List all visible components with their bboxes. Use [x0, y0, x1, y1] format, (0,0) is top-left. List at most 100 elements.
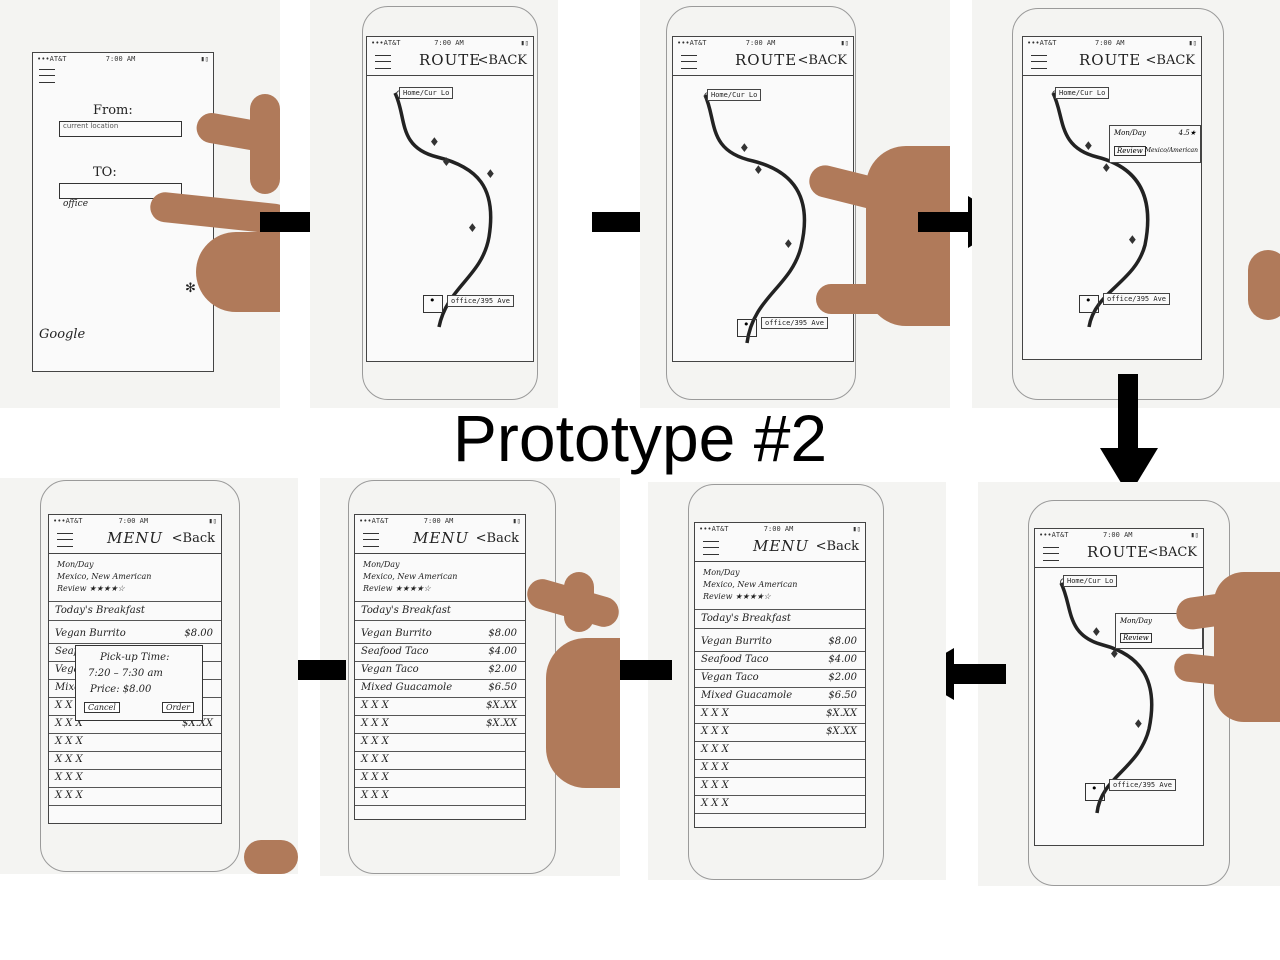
hamburger-menu-icon[interactable] — [39, 69, 55, 83]
time-label: 7:00 AM — [118, 517, 149, 525]
menu-item[interactable]: Vegan Burrito $8.00 — [49, 625, 221, 644]
menu-item[interactable]: X X X $X.XX — [355, 715, 525, 734]
panel-8-order-popup: •••AT&T 7:00 AM ▮▯ MENU <Back Mon/Day Me… — [0, 478, 298, 874]
phone-screen: •••AT&T 7:00 AM ▮▯ ROUTE <BACK ⊙ ♦ ♦ ♦ H… — [1022, 36, 1202, 360]
route-path — [703, 94, 807, 344]
menu-item[interactable]: Vegan Taco $2.00 — [355, 661, 525, 680]
settings-icon[interactable]: ✻ — [185, 281, 196, 296]
menu-item[interactable]: Seafood Taco $4.00 — [695, 651, 865, 670]
to-suggestion[interactable]: office — [63, 199, 89, 209]
to-input[interactable] — [59, 183, 182, 199]
back-button[interactable]: <BACK — [797, 53, 848, 68]
google-logo: Google — [39, 327, 86, 342]
menu-item[interactable]: X X X — [695, 759, 865, 778]
restaurant-cuisine: Mexico, New American — [57, 572, 152, 581]
restaurant-review: Review ★★★★☆ — [363, 584, 431, 593]
menu-item[interactable]: X X X — [355, 769, 525, 788]
phone-outline — [362, 6, 538, 400]
status-bar: •••AT&T 7:00 AM ▮▯ — [359, 517, 521, 527]
menu-item[interactable]: X X X $X.XX — [355, 697, 525, 716]
nav-bar: MENU <Back — [49, 527, 221, 554]
from-input[interactable]: current location — [59, 121, 182, 137]
map-pin-icon: ♦ — [1109, 647, 1120, 661]
menu-item[interactable]: X X X $X.XX — [49, 715, 221, 734]
status-bar: •••AT&T 7:00 AM ▮▯ — [371, 39, 529, 49]
menu-item[interactable]: X X X — [695, 777, 865, 796]
map-pin-icon: ♦ — [1133, 717, 1144, 731]
hamburger-menu-icon[interactable] — [1031, 55, 1047, 69]
hamburger-menu-icon[interactable] — [363, 533, 379, 547]
menu-item[interactable]: Mixed Guacamole $6.50 — [355, 679, 525, 698]
nav-title: ROUTE — [419, 51, 482, 69]
menu-item[interactable]: X X X — [695, 741, 865, 760]
destination-label: office/395 Ave — [1109, 779, 1177, 791]
battery-icon: ▮▯ — [852, 525, 861, 533]
battery-icon: ▮▯ — [512, 517, 521, 525]
menu-item[interactable]: X X X — [49, 787, 221, 806]
back-button[interactable]: <Back — [815, 539, 859, 554]
order-popup: Pick-up Time: 7:20 – 7:30 am Price: $8.0… — [75, 645, 203, 721]
back-button[interactable]: <BACK — [477, 53, 528, 68]
nav-title: ROUTE — [1087, 543, 1150, 561]
carrier-label: •••AT&T — [699, 525, 729, 533]
phone-screen: •••AT&T 7:00 AM ▮▯ ROUTE <BACK ⊙ ♦ ♦ ♦ H… — [1034, 528, 1204, 846]
panel-3-route: •••AT&T 7:00 AM ▮▯ ROUTE <BACK ⊙ ♦ ♦ ♦ H… — [640, 0, 950, 408]
time-label: 7:00 AM — [745, 39, 776, 47]
menu-item[interactable]: X X X — [695, 795, 865, 814]
menu-item[interactable]: Vegan Taco $2.00 — [695, 669, 865, 688]
menu-item[interactable]: X X X — [49, 769, 221, 788]
card-rating: 4.5★ — [1178, 129, 1196, 137]
page-title: Prototype #2 — [452, 401, 828, 475]
menu-item[interactable]: X X X — [355, 787, 525, 806]
pickup-label: Pick-up Time: — [100, 652, 170, 663]
route-path — [1059, 582, 1154, 814]
hand-palm — [1214, 572, 1280, 722]
menu-item[interactable]: X X X $X.XX — [695, 705, 865, 724]
menu-item[interactable]: Vegan Burrito $8.00 — [695, 633, 865, 652]
origin-label: Home/Cur Lo — [399, 87, 454, 99]
map-pin-icon: ♦ — [783, 237, 794, 251]
time-label: 7:00 AM — [434, 39, 464, 47]
back-button[interactable]: <Back — [475, 531, 519, 546]
restaurant-card[interactable]: Mon/Day 4.5★ Review Mexico/American — [1109, 125, 1201, 163]
back-button[interactable]: <BACK — [1147, 545, 1198, 560]
restaurant-info: Mon/Day Mexico, New American Review ★★★★… — [703, 567, 797, 603]
menu-item[interactable]: X X X — [355, 751, 525, 770]
menu-section-header: Today's Breakfast — [355, 601, 525, 621]
time-label: 7:00 AM — [423, 517, 454, 525]
map-pin-icon: ♦ — [1101, 161, 1112, 175]
back-button[interactable]: <BACK — [1145, 53, 1196, 68]
phone-outline — [688, 484, 884, 880]
origin-label: Home/Cur Lo — [1055, 87, 1110, 99]
menu-item[interactable]: Seafood Taco $4.00 — [355, 643, 525, 662]
menu-item[interactable]: X X X $X.XX — [695, 723, 865, 742]
hamburger-menu-icon[interactable] — [1043, 547, 1059, 561]
map-pin-icon: ♦ — [753, 163, 764, 177]
map-pin-icon: ♦ — [467, 221, 478, 235]
cancel-button[interactable]: Cancel — [84, 702, 120, 713]
time-label: 7:00 AM — [1095, 39, 1125, 47]
menu-item[interactable]: Mixed Guacamole $6.50 — [695, 687, 865, 706]
menu-item[interactable]: X X X — [49, 751, 221, 770]
order-button[interactable]: Order — [161, 702, 194, 713]
card-review: Review — [1114, 146, 1146, 156]
hand-palm — [866, 146, 950, 326]
origin-label: Home/Cur Lo — [1063, 575, 1118, 587]
hand-finger — [250, 94, 280, 194]
menu-item[interactable]: Vegan Burrito $8.00 — [355, 625, 525, 644]
restaurant-review: Review ★★★★☆ — [703, 592, 771, 601]
menu-item[interactable]: X X X — [355, 733, 525, 752]
hamburger-menu-icon[interactable] — [703, 541, 719, 555]
hamburger-menu-icon[interactable] — [57, 533, 73, 547]
menu-item[interactable]: X X X — [49, 733, 221, 752]
nav-title: MENU — [413, 529, 470, 547]
restaurant-info: Mon/Day Mexico, New American Review ★★★★… — [57, 559, 151, 595]
route-path — [1051, 92, 1150, 328]
destination-marker — [1085, 782, 1105, 801]
nav-bar: ROUTE <BACK — [1023, 49, 1201, 76]
back-button[interactable]: <Back — [171, 531, 215, 546]
pickup-time: 7:20 – 7:30 am — [88, 668, 163, 679]
order-price: Price: $8.00 — [90, 684, 152, 695]
hamburger-menu-icon[interactable] — [681, 55, 697, 69]
hamburger-menu-icon[interactable] — [375, 55, 391, 69]
